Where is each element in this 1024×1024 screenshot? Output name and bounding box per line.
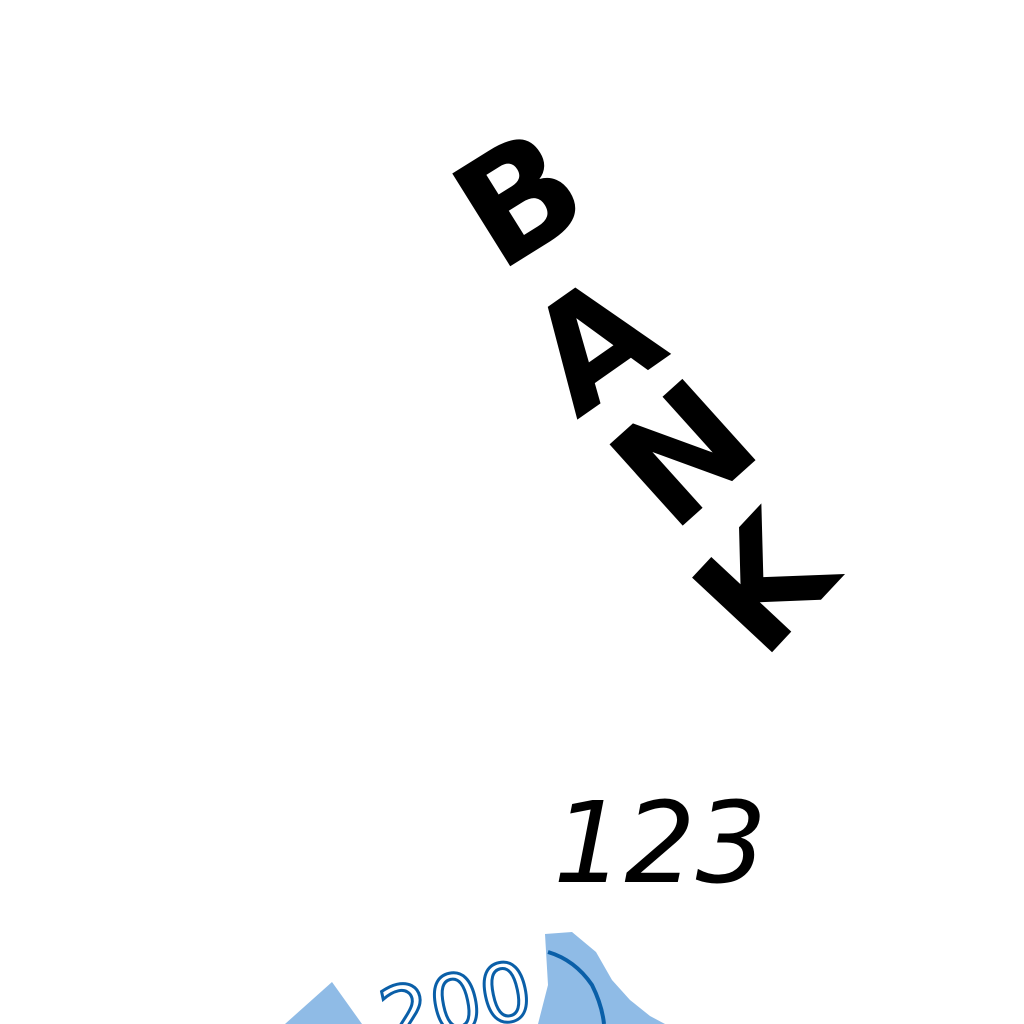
- contour-label: 200: [372, 943, 541, 1024]
- water-area: [285, 982, 362, 1024]
- contour-line: [547, 950, 606, 1024]
- water-area: [538, 932, 665, 1024]
- feature-label-bank: B A N K: [425, 96, 871, 687]
- spot-height-label: 123: [553, 779, 767, 909]
